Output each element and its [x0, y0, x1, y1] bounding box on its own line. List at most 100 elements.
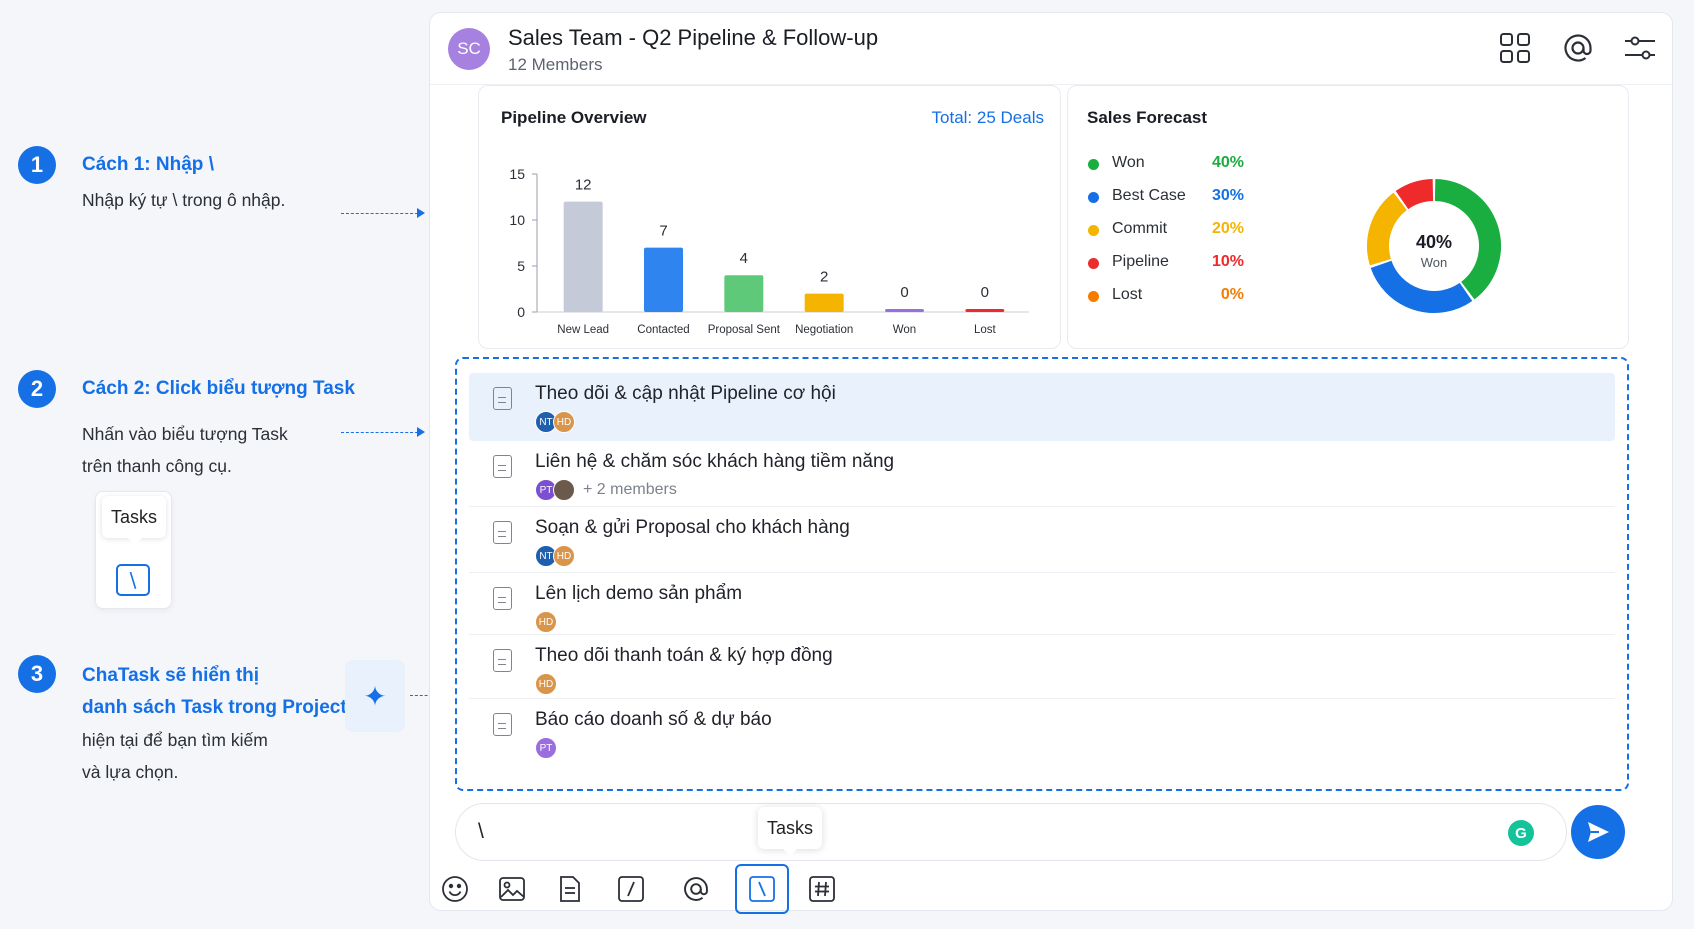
task-item[interactable]: Báo cáo doanh số & dự báo PT [469, 699, 1615, 761]
x-tick-label: New Lead [557, 324, 609, 336]
mention-icon[interactable] [1559, 29, 1597, 67]
task-icon-preview-card: Tasks \ [95, 491, 172, 609]
member-avatar [553, 479, 575, 501]
message-input[interactable]: \ G [455, 803, 1567, 861]
document-icon [493, 521, 512, 544]
legend-value: 0% [1220, 286, 1244, 303]
donut-slice-pipeline [1395, 179, 1434, 210]
task-list-popup: Theo dõi & cập nhật Pipeline cơ hội NT HD L… [455, 357, 1629, 791]
document-icon [493, 455, 512, 478]
y-tick-label: 10 [509, 212, 525, 228]
legend-value: 40% [1211, 154, 1244, 171]
step-description: Nhấn vào biểu tượng Task [82, 424, 288, 444]
data-label: 0 [900, 284, 908, 301]
task-members: HD [535, 673, 565, 695]
data-label: 2 [820, 269, 828, 286]
step-description: và lựa chọn. [82, 762, 179, 782]
task-item[interactable]: Liên hệ & chăm sóc khách hàng tiềm năng P… [469, 441, 1615, 507]
bar-proposal-sent [724, 275, 764, 312]
mention-icon[interactable] [678, 871, 714, 907]
settings-sliders-icon[interactable] [1621, 29, 1659, 67]
donut-slice-best-case [1370, 260, 1473, 313]
grammarly-icon[interactable]: G [1508, 820, 1534, 846]
member-avatar: HD [553, 545, 575, 567]
total-label: Total: [931, 108, 973, 127]
task-members: HD [535, 611, 565, 633]
member-avatar: PT [535, 737, 557, 759]
emoji-icon[interactable] [437, 871, 473, 907]
legend-name: Won [1112, 154, 1145, 171]
task-members: NT HD [535, 411, 583, 433]
document-icon[interactable] [552, 871, 588, 907]
donut-slice-commit [1367, 192, 1408, 266]
sparkle-icon: ✦ [345, 660, 405, 732]
donut-slice-won [1434, 179, 1501, 300]
legend-dot [1088, 258, 1099, 269]
x-tick-label: Contacted [637, 324, 689, 336]
more-members: + 2 members [583, 481, 677, 498]
group-avatar[interactable]: SC [448, 28, 490, 70]
member-avatar: HD [535, 611, 557, 633]
document-icon [493, 649, 512, 672]
card-title: Pipeline Overview [501, 108, 647, 127]
step-description: trên thanh công cụ. [82, 456, 232, 476]
task-item[interactable]: Theo dõi thanh toán & ký hợp đồng HD [469, 635, 1615, 699]
input-value[interactable]: \ [478, 820, 484, 843]
step-title: Cách 2: Click biểu tượng Task [82, 378, 355, 399]
bar-won [885, 309, 924, 312]
x-tick-label: Lost [974, 324, 997, 336]
legend-item-commit: Commit 20% [1088, 219, 1248, 241]
member-avatar: HD [553, 411, 575, 433]
legend-dot [1088, 192, 1099, 203]
task-name: Liên hệ & chăm sóc khách hàng tiềm năng [535, 451, 895, 472]
hashtag-icon[interactable] [804, 871, 840, 907]
task-item[interactable]: Soạn & gửi Proposal cho khách hàng NT HD [469, 507, 1615, 573]
member-count[interactable]: 12 Members [508, 55, 603, 74]
step-title: danh sách Task trong Project [82, 697, 347, 718]
legend-dot [1088, 225, 1099, 236]
pipeline-total: Total: 25 Deals [932, 108, 1044, 128]
tasks-tooltip: Tasks [758, 807, 822, 856]
legend-name: Best Case [1112, 187, 1186, 204]
legend-value: 10% [1211, 253, 1244, 270]
step-description: hiện tại để bạn tìm kiếm [82, 730, 268, 750]
group-title: Sales Team - Q2 Pipeline & Follow-up [508, 25, 879, 50]
donut-center-value: 40% [1416, 232, 1452, 252]
legend-name: Pipeline [1112, 253, 1169, 270]
task-members: PT + 2 members [535, 479, 677, 501]
card-title: Sales Forecast [1087, 108, 1208, 127]
legend-name: Commit [1112, 220, 1168, 237]
legend-name: Lost [1112, 286, 1143, 303]
data-label: 12 [575, 177, 592, 194]
pipeline-bar-chart: 0 5 10 15 12 New Lead 7 Contacted 4 Proposal Sent… [509, 166, 1029, 336]
task-name: Báo cáo doanh số & dự báo [535, 709, 772, 730]
document-icon [493, 713, 512, 736]
image-icon[interactable] [494, 871, 530, 907]
sales-forecast-card: Sales Forecast Won 40% Best Case 30% Commit 2… [1067, 85, 1629, 349]
legend-dot [1088, 159, 1099, 170]
dashed-arrow-1 [341, 208, 425, 218]
y-tick-label: 0 [517, 304, 525, 320]
total-deals: 25 Deals [976, 108, 1044, 127]
pipeline-overview-card: Pipeline Overview Total: 25 Deals 0 5 10 15… [478, 85, 1061, 349]
donut-center-label: Won [1421, 255, 1448, 270]
task-item[interactable]: Lên lịch demo sản phẩm HD [469, 573, 1615, 635]
bar-negotiation [804, 293, 844, 312]
x-tick-label: Won [893, 324, 916, 336]
legend-value: 30% [1211, 187, 1244, 204]
send-button[interactable] [1571, 805, 1625, 859]
task-item[interactable]: Theo dõi & cập nhật Pipeline cơ hội NT HD [469, 373, 1615, 441]
task-icon[interactable] [735, 864, 789, 914]
task-icon: \ [116, 564, 150, 596]
dashed-arrow-2 [341, 427, 425, 437]
legend-item-lost: Lost 0% [1088, 285, 1248, 307]
grid-icon[interactable] [1496, 29, 1534, 67]
step-number: 3 [18, 655, 56, 693]
bar-lost [965, 309, 1005, 312]
slash-command-icon[interactable] [613, 871, 649, 907]
bar-new-lead [563, 201, 603, 312]
task-members: PT [535, 737, 565, 759]
step-number: 1 [18, 146, 56, 184]
send-icon [1588, 822, 1609, 842]
step-number: 2 [18, 370, 56, 408]
